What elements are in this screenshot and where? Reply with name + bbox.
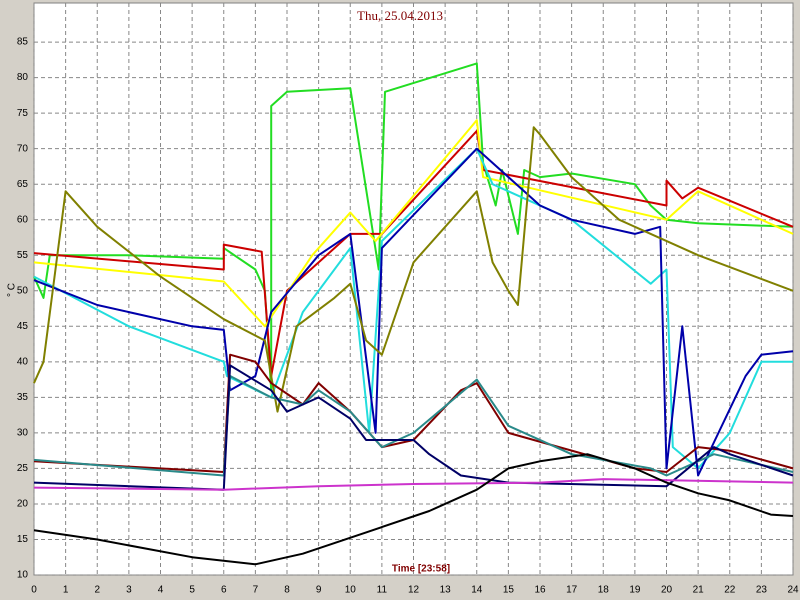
x-tick-label: 3 <box>126 585 132 596</box>
series-line <box>33 126 794 413</box>
series-line <box>33 119 794 328</box>
x-tick-label: 18 <box>598 585 610 596</box>
y-tick-label: 50 <box>17 285 29 296</box>
x-tick-label: 8 <box>284 585 290 596</box>
x-tick-label: 21 <box>693 585 705 596</box>
y-tick-label: 65 <box>17 179 29 190</box>
x-tick-label: 19 <box>629 585 641 596</box>
y-tick-label: 70 <box>17 143 29 154</box>
series-line <box>33 353 794 473</box>
series-line <box>33 364 794 491</box>
y-tick-label: 35 <box>17 392 29 403</box>
x-tick-label: 2 <box>94 585 100 596</box>
x-tick-label: 7 <box>253 585 259 596</box>
y-tick-label: 75 <box>17 108 29 119</box>
x-tick-label: 10 <box>345 585 357 596</box>
y-tick-label: 40 <box>17 356 29 367</box>
x-tick-label: 17 <box>566 585 578 596</box>
x-tick-label: 1 <box>63 585 69 596</box>
x-tick-label: 14 <box>471 585 483 596</box>
series-line <box>33 478 794 491</box>
y-tick-label: 85 <box>17 37 29 48</box>
lines <box>33 62 794 566</box>
x-tick-label: 16 <box>534 585 546 596</box>
y-tick-label: 80 <box>17 72 29 83</box>
x-tick-label: 9 <box>316 585 322 596</box>
y-axis-label: ° C <box>7 283 18 297</box>
series-line <box>33 453 794 566</box>
y-tick-label: 55 <box>17 250 29 261</box>
x-tick-label: 12 <box>408 585 420 596</box>
x-tick-label: 22 <box>724 585 736 596</box>
y-tick-label: 30 <box>17 428 29 439</box>
x-tick-label: 23 <box>756 585 768 596</box>
y-tick-label: 20 <box>17 499 29 510</box>
y-tick-label: 60 <box>17 214 29 225</box>
x-tick-label: 15 <box>503 585 515 596</box>
x-tick-label: 0 <box>31 585 37 596</box>
y-tick-label: 45 <box>17 321 29 332</box>
y-tick-label: 25 <box>17 463 29 474</box>
x-tick-label: 4 <box>158 585 164 596</box>
y-tick-label: 15 <box>17 534 29 545</box>
x-axis-label: Time [23:58] <box>392 564 450 575</box>
series-line <box>33 375 794 477</box>
x-tick-label: 6 <box>221 585 227 596</box>
series-line <box>33 147 794 477</box>
series-line <box>33 62 794 392</box>
x-tick-label: 20 <box>661 585 673 596</box>
x-tick-label: 5 <box>189 585 195 596</box>
x-tick-label: 11 <box>377 585 388 596</box>
chart-title: Thu, 25.04.2013 <box>357 8 443 23</box>
y-tick-label: 10 <box>17 570 29 581</box>
x-tick-label: 24 <box>787 585 799 596</box>
x-tick-label: 13 <box>440 585 452 596</box>
